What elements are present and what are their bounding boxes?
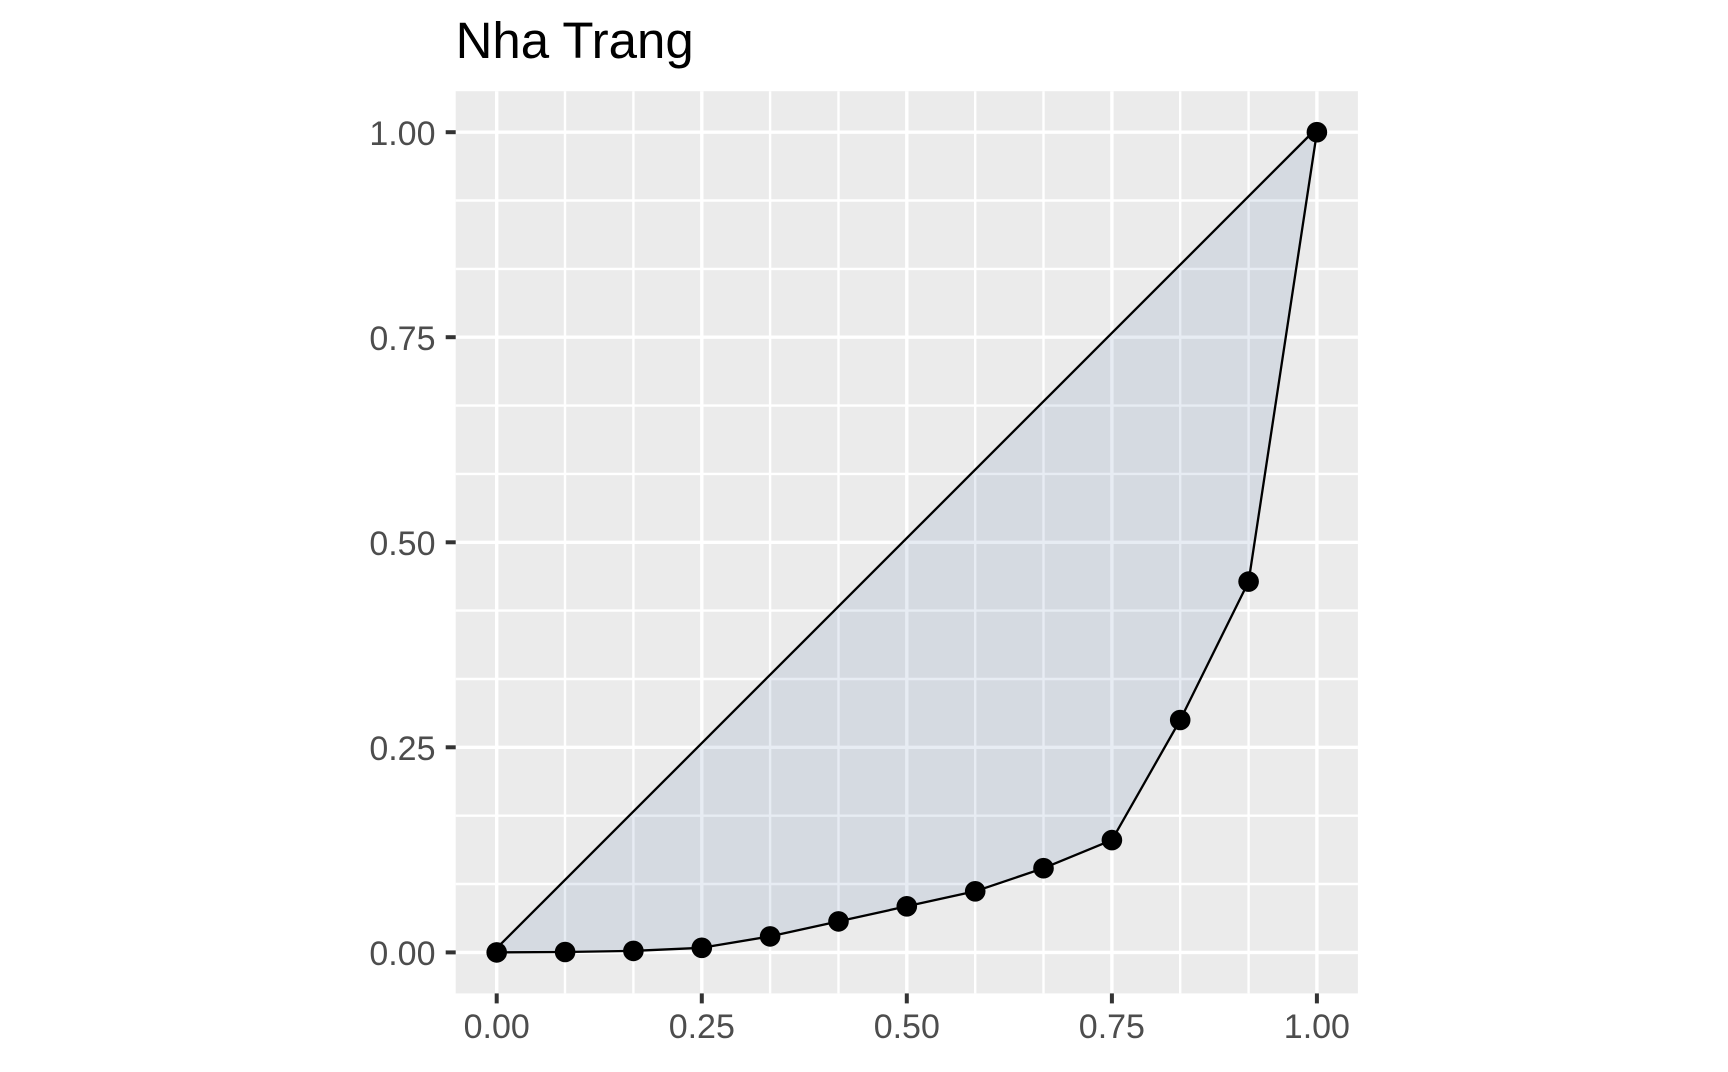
svg-text:0.75: 0.75: [369, 320, 435, 358]
svg-text:0.75: 0.75: [1079, 1008, 1145, 1046]
svg-text:0.25: 0.25: [669, 1008, 735, 1046]
svg-text:Nha Trang: Nha Trang: [456, 12, 694, 69]
svg-text:0.00: 0.00: [464, 1008, 530, 1046]
svg-text:0.50: 0.50: [369, 525, 435, 563]
svg-text:0.25: 0.25: [369, 730, 435, 768]
svg-text:0.50: 0.50: [874, 1008, 940, 1046]
svg-text:1.00: 1.00: [369, 115, 435, 153]
svg-text:1.00: 1.00: [1284, 1008, 1350, 1046]
svg-text:0.00: 0.00: [369, 935, 435, 973]
